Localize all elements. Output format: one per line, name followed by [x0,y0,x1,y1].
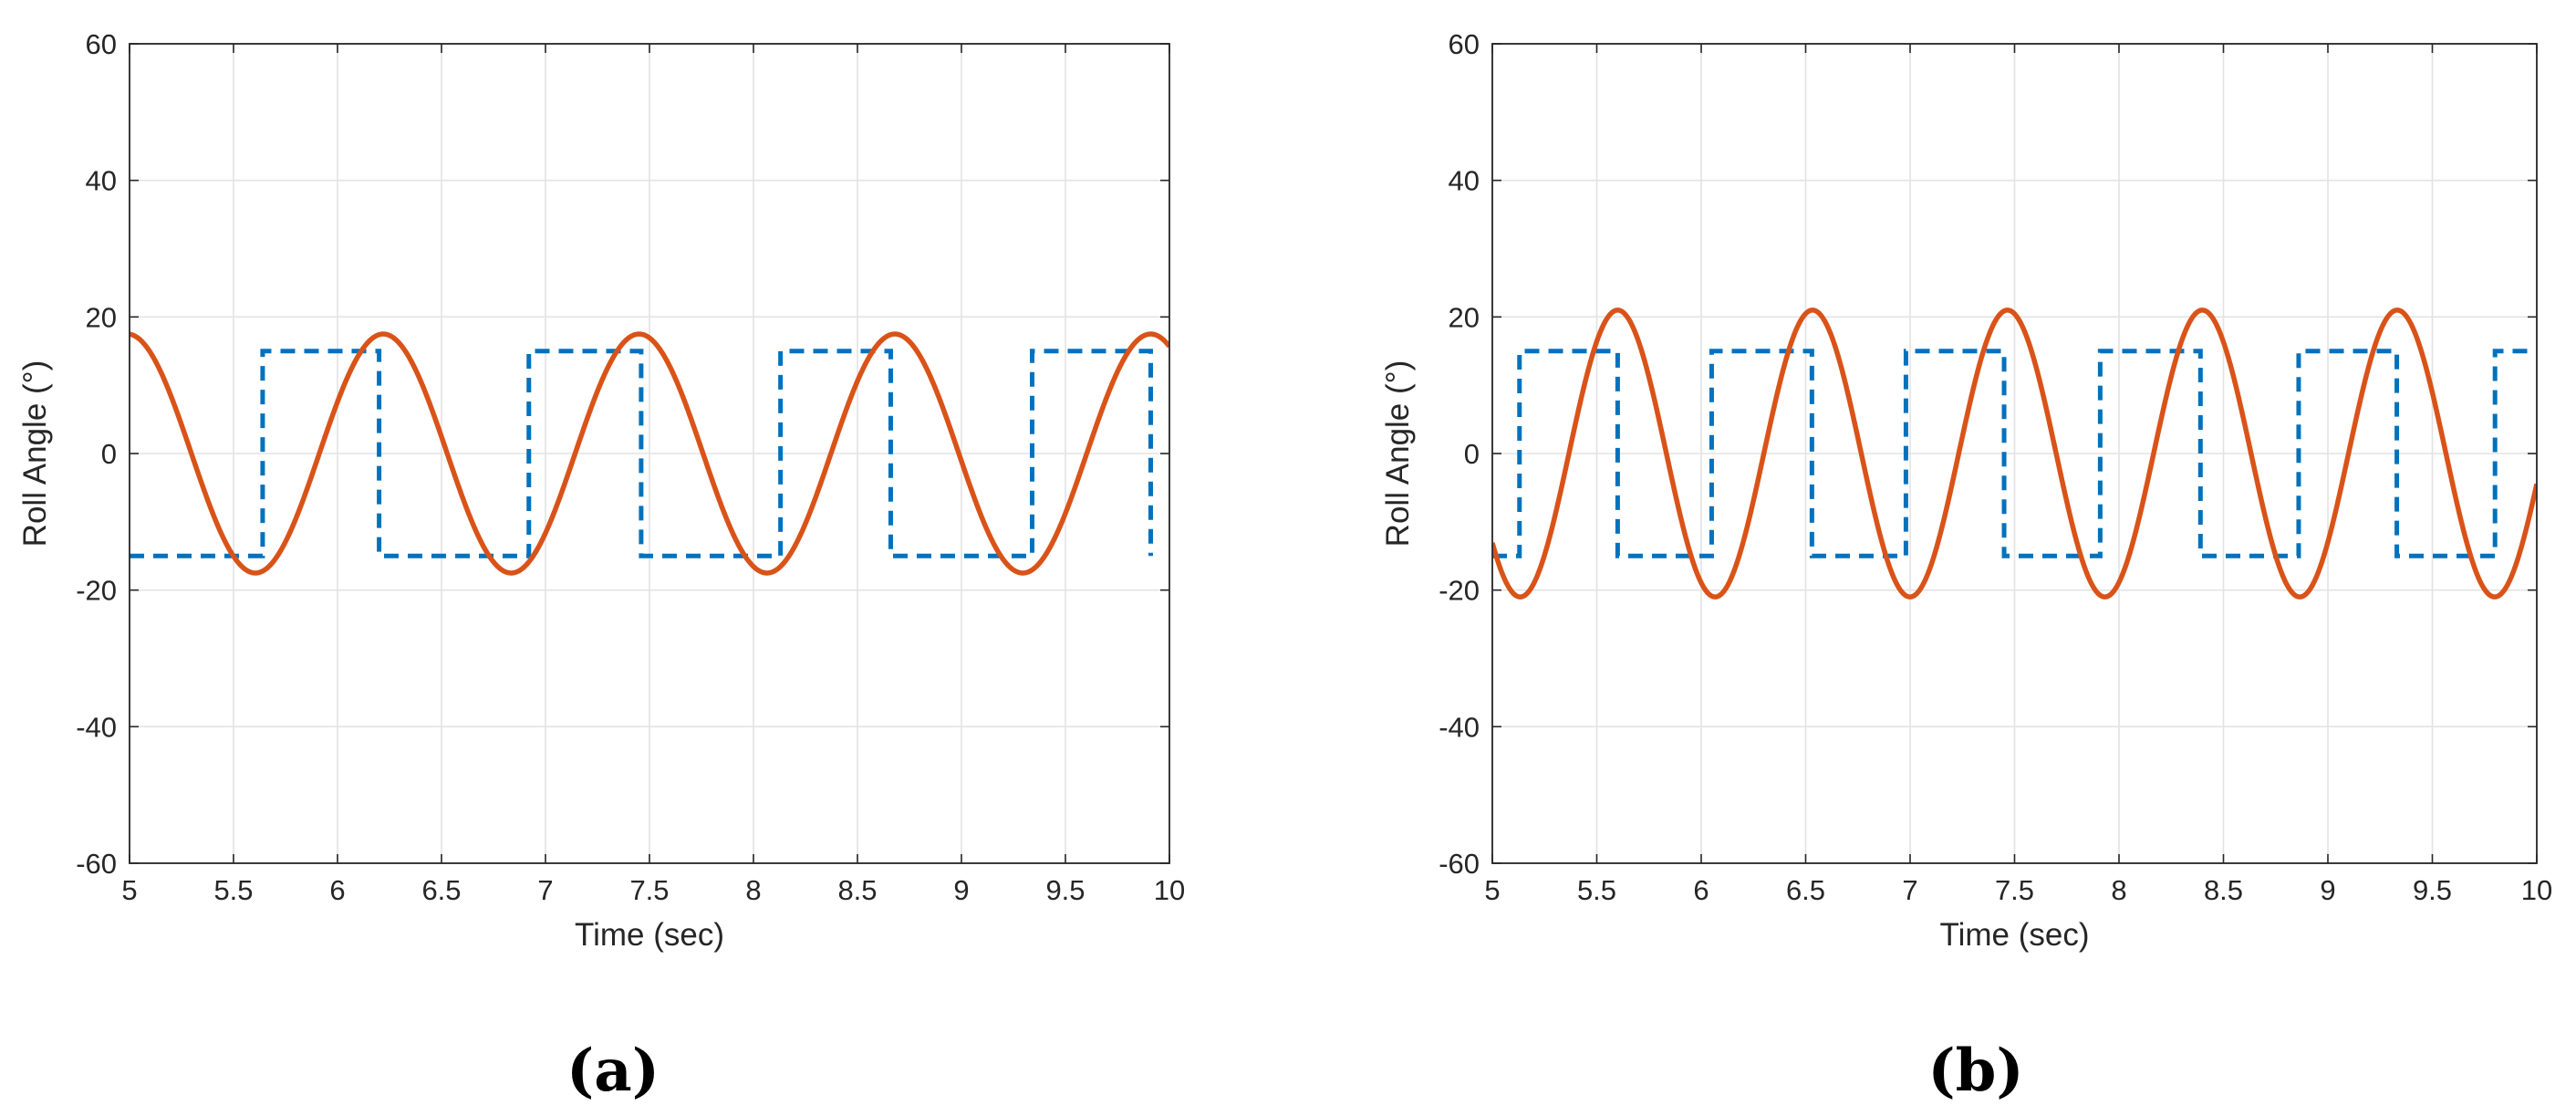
x-tick-label: 8 [745,874,761,906]
y-tick-label: -40 [1439,711,1480,743]
x-axis-label: Time (sec) [575,917,724,953]
reference-square-wave-line [130,349,1153,558]
y-axis-label: Roll Angle (°) [1380,360,1416,548]
x-tick-label: 6 [1693,874,1709,906]
y-tick-label: -40 [76,711,117,743]
x-tick-label: 10 [2521,874,2552,906]
x-tick-label: 9.5 [2413,874,2452,906]
x-tick-label: 7.5 [1995,874,2034,906]
reference-square-wave-line [1492,349,2537,558]
x-tick-label: 5 [1484,874,1500,906]
chart-panel-b: 5 5.5 6 6.5 7 7.5 8 8.5 9 9.5 10 -60 -40 -20 0 20 40 60 Ti… [1380,28,2552,1105]
x-tick-label: 8.5 [2204,874,2243,906]
chart-panel-a: 5 5.5 6 6.5 7 7.5 8 8.5 9 9.5 10 -60 -40 -20 0 20 40 60 Ti… [17,28,1185,1105]
y-tick-label: 20 [1449,301,1480,333]
x-tick-label: 7.5 [629,874,669,906]
y-tick-label: 40 [86,165,117,197]
x-tick-label: 6.5 [421,874,461,906]
roll-angle-response-line [130,331,1169,576]
x-tick-label: 5.5 [213,874,253,906]
y-axis-label: Roll Angle (°) [17,360,53,548]
y-tick-label: 60 [1449,28,1480,60]
x-axis-label: Time (sec) [1940,917,2090,953]
x-tick-label: 8.5 [837,874,877,906]
panel-label: (b) [1927,1037,2023,1105]
x-tick-label: 6.5 [1786,874,1825,906]
x-tick-label: 9.5 [1045,874,1085,906]
x-tick-label: 5.5 [1577,874,1616,906]
y-tick-label: -60 [1439,848,1480,880]
y-tick-label: 40 [1449,165,1480,197]
x-tick-label: 9 [953,874,969,906]
x-tick-label: 9 [2320,874,2335,906]
x-tick-label: 5 [121,874,137,906]
x-tick-label: 7 [537,874,553,906]
panel-label: (a) [566,1037,660,1105]
x-tick-label: 10 [1154,874,1185,906]
y-tick-label: 0 [101,438,117,470]
x-tick-label: 6 [329,874,345,906]
y-tick-label: 20 [86,301,117,333]
x-tick-label: 7 [1902,874,1917,906]
y-tick-label: 0 [1464,438,1480,470]
y-tick-label: -20 [76,575,117,607]
x-tick-label: 8 [2111,874,2126,906]
roll-angle-response-line [1492,308,2537,600]
y-tick-label: -20 [1439,575,1480,607]
y-tick-label: 60 [86,28,117,60]
y-tick-label: -60 [76,848,117,880]
